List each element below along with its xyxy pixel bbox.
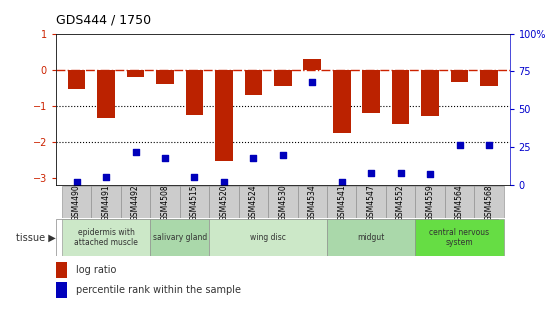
Bar (62, 186, 91, 218)
Text: GSM4530: GSM4530 (278, 184, 287, 221)
Point (396, 170, 405, 175)
Point (337, 179, 346, 184)
Bar (127, 70, 144, 77)
Text: GSM4559: GSM4559 (426, 184, 435, 221)
Text: epidermis with
attached muscle: epidermis with attached muscle (74, 228, 138, 247)
Bar (209, 186, 239, 218)
Point (308, 79, 317, 85)
Bar (150, 219, 209, 256)
Bar (239, 186, 268, 218)
Point (131, 149, 140, 154)
Text: log ratio: log ratio (76, 265, 117, 275)
Point (190, 175, 199, 180)
Text: percentile rank within the sample: percentile rank within the sample (76, 285, 241, 295)
Text: GSM4541: GSM4541 (337, 184, 346, 221)
Bar (297, 186, 327, 218)
Text: GSM4524: GSM4524 (249, 184, 258, 221)
Bar (56, 262, 67, 278)
Bar (356, 186, 386, 218)
Point (220, 179, 228, 184)
Text: GDS444 / 1750: GDS444 / 1750 (56, 13, 151, 26)
Point (249, 155, 258, 160)
Text: GSM4568: GSM4568 (484, 184, 493, 221)
Bar (416, 219, 503, 256)
Text: GSM4492: GSM4492 (131, 184, 140, 221)
Bar (333, 70, 351, 133)
Bar (245, 70, 262, 95)
Bar (327, 186, 356, 218)
Bar (215, 70, 233, 161)
Bar (185, 70, 203, 115)
Point (101, 175, 110, 180)
Bar (268, 186, 297, 218)
Bar (480, 70, 498, 86)
Bar (62, 219, 150, 256)
Point (426, 171, 435, 177)
Bar (304, 59, 321, 70)
Bar (156, 70, 174, 84)
Bar (150, 186, 180, 218)
Bar (68, 70, 86, 89)
Bar (421, 70, 439, 116)
Text: GSM4515: GSM4515 (190, 184, 199, 221)
Text: GSM4534: GSM4534 (308, 184, 317, 221)
Bar (91, 186, 121, 218)
Bar (180, 186, 209, 218)
Bar (392, 70, 409, 124)
Text: GSM4564: GSM4564 (455, 184, 464, 221)
Text: GSM4508: GSM4508 (161, 184, 170, 221)
Point (278, 152, 287, 157)
Text: midgut: midgut (357, 233, 385, 242)
Text: GSM4552: GSM4552 (396, 184, 405, 221)
Bar (474, 186, 503, 218)
Text: salivary gland: salivary gland (152, 233, 207, 242)
Bar (56, 282, 67, 298)
Bar (97, 70, 115, 118)
Point (161, 155, 170, 160)
Point (455, 143, 464, 148)
Point (484, 143, 493, 148)
Point (367, 170, 376, 175)
Bar (386, 186, 416, 218)
Point (72, 179, 81, 184)
Bar (416, 186, 445, 218)
Bar (327, 219, 416, 256)
Bar (362, 70, 380, 113)
Text: GSM4490: GSM4490 (72, 184, 81, 221)
Bar (121, 186, 150, 218)
Text: GSM4547: GSM4547 (367, 184, 376, 221)
Text: wing disc: wing disc (250, 233, 286, 242)
Text: GSM4520: GSM4520 (220, 184, 228, 221)
Text: central nervous
system: central nervous system (430, 228, 489, 247)
Bar (445, 186, 474, 218)
Bar (274, 70, 292, 86)
Bar (209, 219, 327, 256)
Text: tissue ▶: tissue ▶ (16, 233, 55, 243)
Bar (451, 70, 468, 82)
Text: GSM4491: GSM4491 (101, 184, 110, 221)
